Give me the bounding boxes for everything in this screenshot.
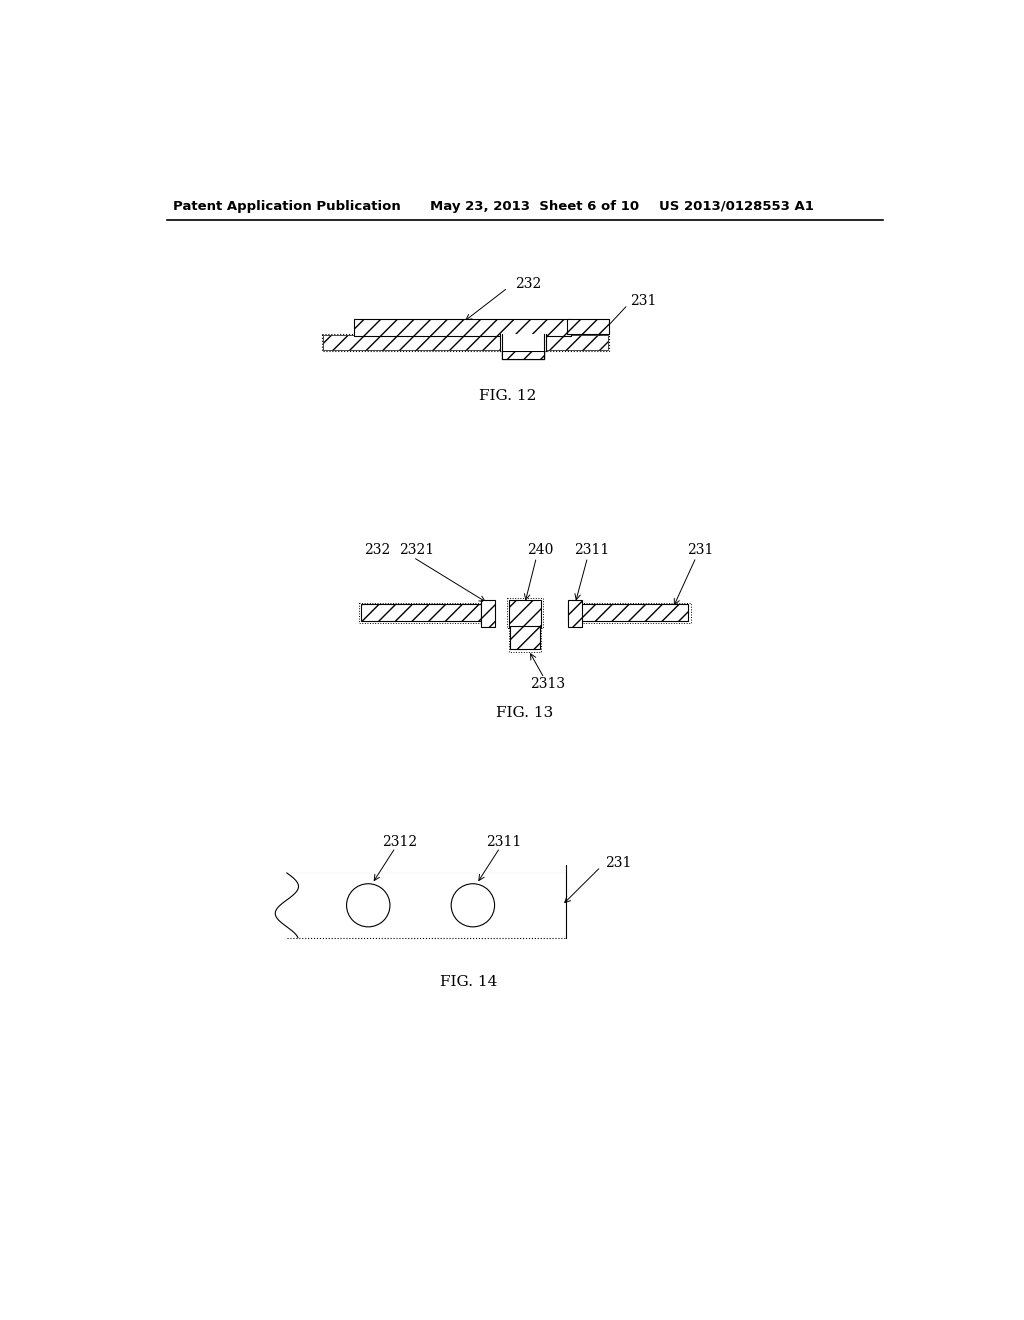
Text: FIG. 14: FIG. 14 <box>440 975 498 989</box>
Text: US 2013/0128553 A1: US 2013/0128553 A1 <box>658 199 814 213</box>
Text: 232: 232 <box>364 543 390 557</box>
Text: 232: 232 <box>515 277 542 290</box>
Bar <box>481 599 496 627</box>
Text: 2312: 2312 <box>382 836 417 849</box>
Bar <box>322 334 608 351</box>
Bar <box>568 599 583 627</box>
Text: 2313: 2313 <box>530 677 565 690</box>
Bar <box>567 318 608 334</box>
Bar <box>510 626 540 649</box>
Text: 2311: 2311 <box>486 836 521 849</box>
Bar <box>359 603 481 623</box>
Text: 231: 231 <box>687 543 713 557</box>
Text: FIG. 12: FIG. 12 <box>479 388 537 403</box>
Bar <box>509 626 541 652</box>
Bar <box>500 334 546 351</box>
Bar <box>502 335 544 378</box>
Bar <box>568 605 688 622</box>
Bar <box>323 335 607 350</box>
Bar <box>509 599 541 627</box>
Text: May 23, 2013  Sheet 6 of 10: May 23, 2013 Sheet 6 of 10 <box>430 199 639 213</box>
Bar <box>502 351 544 359</box>
Bar <box>502 351 544 359</box>
Bar <box>507 598 543 628</box>
Text: 231: 231 <box>630 294 656 308</box>
Text: 240: 240 <box>527 543 554 557</box>
Bar <box>502 335 544 359</box>
Text: FIG. 13: FIG. 13 <box>497 706 553 719</box>
Text: 2311: 2311 <box>573 543 609 557</box>
Bar <box>502 351 544 359</box>
Text: Patent Application Publication: Patent Application Publication <box>173 199 400 213</box>
Bar <box>354 318 571 335</box>
Bar <box>361 605 481 622</box>
Text: 2321: 2321 <box>399 543 434 557</box>
Bar <box>568 603 690 623</box>
Text: 231: 231 <box>604 855 631 870</box>
